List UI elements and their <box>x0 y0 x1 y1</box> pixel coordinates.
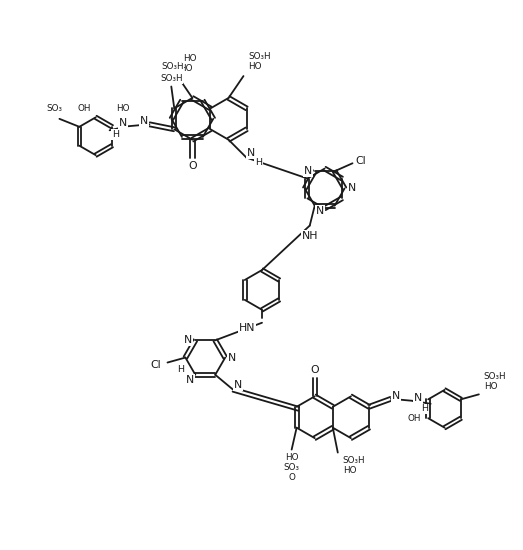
Text: HN: HN <box>239 323 255 333</box>
Text: N: N <box>118 118 127 128</box>
Text: N: N <box>228 353 236 362</box>
Text: N: N <box>186 375 195 385</box>
Text: HO: HO <box>343 466 356 475</box>
Text: H: H <box>421 404 428 413</box>
Text: N: N <box>234 379 242 390</box>
Text: OH: OH <box>408 414 422 424</box>
Text: SO₃H: SO₃H <box>161 62 184 70</box>
Text: HO: HO <box>248 62 262 70</box>
Text: SO₃H: SO₃H <box>484 372 506 381</box>
Text: O: O <box>311 366 319 376</box>
Text: OH: OH <box>77 104 91 113</box>
Text: N: N <box>184 336 192 345</box>
Text: HO: HO <box>179 64 193 73</box>
Text: SO₃H: SO₃H <box>343 456 366 465</box>
Text: N: N <box>414 393 422 403</box>
Text: SO₃: SO₃ <box>47 104 62 113</box>
Text: HO: HO <box>183 54 196 63</box>
Text: HO: HO <box>116 104 129 113</box>
Text: N: N <box>304 166 312 176</box>
Text: O: O <box>288 473 295 482</box>
Text: HO: HO <box>285 453 299 462</box>
Text: H: H <box>112 130 119 139</box>
Text: N: N <box>140 116 149 126</box>
Text: N: N <box>392 391 400 401</box>
Text: NH: NH <box>301 230 318 240</box>
Text: SO₃H: SO₃H <box>160 74 183 83</box>
Text: H: H <box>255 158 262 167</box>
Text: N: N <box>247 147 256 158</box>
Text: Cl: Cl <box>355 156 366 166</box>
Text: SO₃: SO₃ <box>283 463 300 472</box>
Text: HO: HO <box>484 382 497 391</box>
Text: SO₃H: SO₃H <box>248 52 271 60</box>
Text: Cl: Cl <box>150 360 161 370</box>
Text: O: O <box>188 161 197 170</box>
Text: H: H <box>177 365 184 374</box>
Text: N: N <box>347 184 356 194</box>
Text: N: N <box>315 206 324 216</box>
